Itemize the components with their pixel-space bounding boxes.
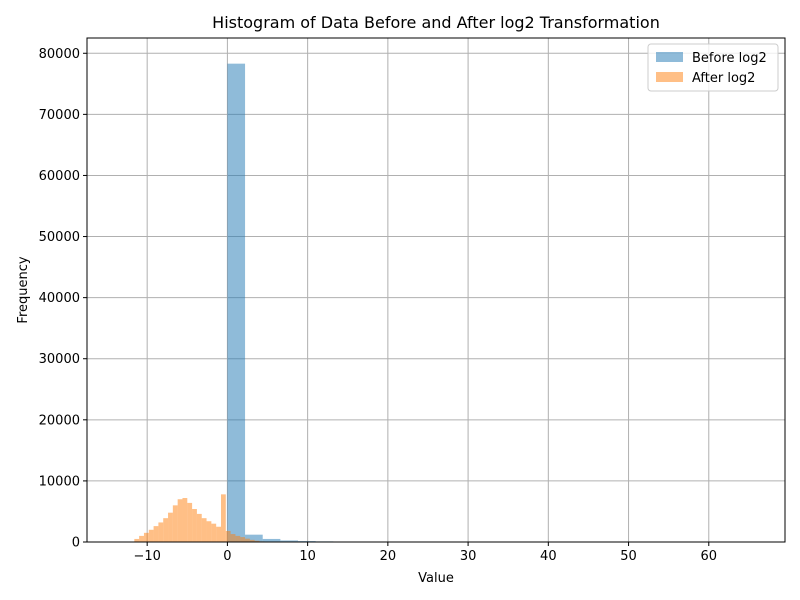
legend-swatch-before — [656, 52, 683, 62]
y-tick-label: 10000 — [39, 474, 80, 489]
bar-after-log2 — [225, 531, 231, 542]
y-tick-label: 50000 — [39, 230, 80, 245]
bar-after-log2 — [177, 499, 183, 542]
x-tick-label: 60 — [701, 549, 718, 564]
x-tick-label: 50 — [620, 549, 637, 564]
legend-swatch-after — [656, 72, 683, 82]
bar-after-log2 — [168, 512, 173, 542]
bar-after-log2 — [196, 513, 202, 542]
legend-label-before: Before log2 — [692, 51, 767, 66]
y-tick-label: 40000 — [39, 291, 80, 306]
bar-after-log2 — [134, 538, 140, 542]
x-tick-label: 0 — [223, 549, 231, 564]
chart-title: Histogram of Data Before and After log2 … — [212, 13, 660, 32]
bar-after-log2 — [182, 498, 188, 542]
x-tick-label: −10 — [133, 549, 160, 564]
legend: Before log2 After log2 — [647, 43, 779, 92]
y-tick-label: 70000 — [39, 108, 80, 123]
bar-after-log2 — [206, 521, 212, 542]
y-tick-label: 0 — [72, 536, 80, 551]
y-tick-label: 80000 — [39, 47, 80, 62]
bar-before-log2 — [245, 534, 263, 542]
x-tick-label: 40 — [540, 549, 557, 564]
bar-after-log2 — [163, 518, 169, 542]
series-after-log2 — [127, 494, 274, 542]
bar-after-log2 — [254, 540, 260, 542]
bar-after-log2 — [220, 494, 226, 542]
bar-after-log2 — [216, 526, 221, 542]
x-tick-label: 30 — [460, 549, 477, 564]
bar-after-log2 — [143, 532, 149, 542]
bar-after-log2 — [230, 534, 236, 542]
x-tick-label: 10 — [299, 549, 316, 564]
bar-after-log2 — [201, 518, 207, 542]
bar-after-log2 — [240, 537, 246, 542]
plot-frame — [86, 37, 786, 543]
bar-after-log2 — [139, 535, 144, 542]
bar-after-log2 — [153, 526, 159, 542]
ticks: −10 0 10 20 30 40 50 60 0 10000 20000 30000 40000 500… — [39, 47, 717, 564]
bar-after-log2 — [192, 509, 197, 542]
bar-after-log2 — [245, 538, 250, 542]
bar-before-log2 — [227, 63, 246, 543]
legend-label-after: After log2 — [692, 71, 755, 86]
x-tick-label: 20 — [380, 549, 397, 564]
y-tick-label: 30000 — [39, 352, 80, 367]
y-tick-label: 60000 — [39, 169, 80, 184]
bar-after-log2 — [148, 529, 154, 542]
bar-after-log2 — [172, 505, 178, 542]
bar-after-log2 — [211, 523, 217, 542]
y-tick-label: 20000 — [39, 413, 80, 428]
bar-after-log2 — [249, 539, 255, 542]
y-axis-label: Frequency — [16, 256, 31, 323]
bar-after-log2 — [235, 535, 241, 542]
bar-after-log2 — [158, 522, 164, 542]
bar-before-log2 — [280, 540, 299, 542]
bar-before-log2 — [262, 538, 281, 542]
x-axis-label: Value — [418, 571, 454, 586]
bar-after-log2 — [187, 502, 193, 542]
